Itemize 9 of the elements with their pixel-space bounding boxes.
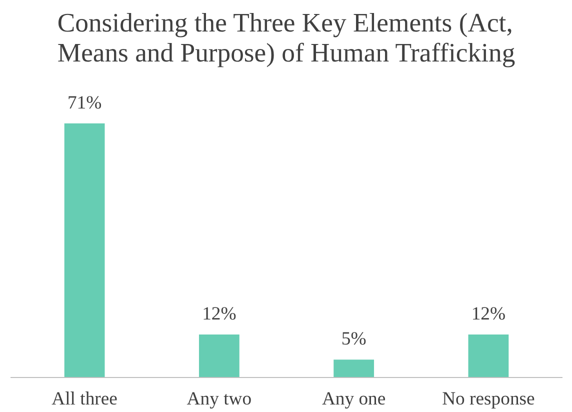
x-tick-label: Any one (322, 388, 386, 410)
chart-title: Considering the Three Key Elements (Act, Means and Purpose) of Human Trafficking (57, 8, 516, 68)
data-label: 12% (202, 304, 236, 325)
data-label: 12% (471, 304, 506, 325)
x-tick-label: All three (52, 388, 118, 410)
x-tick-label: Any two (186, 388, 252, 410)
data-label: 71% (67, 92, 102, 114)
x-tick-label: No response (442, 388, 535, 410)
data-label: 5% (341, 328, 366, 350)
